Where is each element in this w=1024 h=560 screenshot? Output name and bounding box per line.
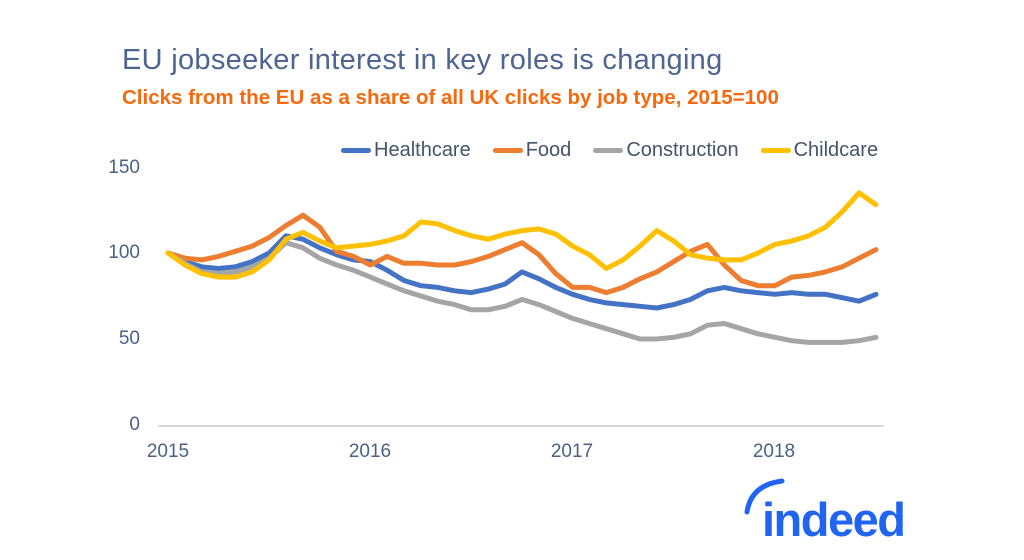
chart-subtitle: Clicks from the EU as a share of all UK … <box>122 86 779 109</box>
construction-line-swatch-icon <box>593 148 624 153</box>
chart-legend: Healthcare Food Construction Childcare <box>341 139 878 162</box>
y-axis-tick-0: 0 <box>129 414 140 435</box>
chart-title: EU jobseeker interest in key roles is ch… <box>122 44 723 76</box>
x-axis-tick-2016: 2016 <box>348 441 392 462</box>
legend-label-healthcare: Healthcare <box>374 139 471 161</box>
indeed-logo-text: indeed <box>762 493 904 546</box>
childcare-line <box>165 190 879 280</box>
indeed-logo-swoosh-icon <box>744 478 785 515</box>
legend-label-food: Food <box>525 139 572 161</box>
legend-item-food: Food <box>492 139 572 162</box>
x-axis-tick-2018: 2018 <box>752 441 796 462</box>
legend-item-healthcare: Healthcare <box>341 139 471 162</box>
y-axis-tick-50: 50 <box>118 328 140 349</box>
legend-label-construction: Construction <box>626 139 739 161</box>
food-line <box>165 212 879 296</box>
legend-label-childcare: Childcare <box>793 139 879 161</box>
healthcare-line <box>165 233 879 311</box>
y-axis-tick-150: 150 <box>108 157 140 178</box>
y-axis-tick-100: 100 <box>108 242 140 263</box>
legend-item-childcare: Childcare <box>760 139 879 162</box>
food-line-swatch-icon <box>492 148 523 153</box>
x-axis-tick-2015: 2015 <box>146 441 190 462</box>
indeed-logo: indeed <box>744 478 906 546</box>
legend-item-construction: Construction <box>593 139 739 162</box>
childcare-line-swatch-icon <box>760 148 791 153</box>
healthcare-line-swatch-icon <box>341 148 371 153</box>
x-axis-tick-2017: 2017 <box>550 441 594 462</box>
